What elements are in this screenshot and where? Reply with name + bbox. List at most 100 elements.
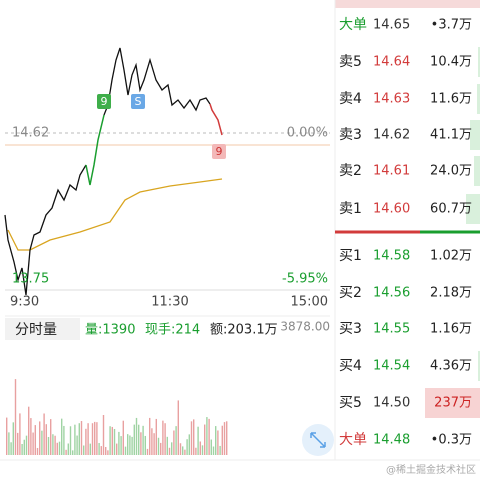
depth-bar [466, 194, 480, 224]
volume-bar [146, 448, 149, 455]
row-label: 卖4 [339, 91, 362, 107]
depth-bar [425, 388, 480, 418]
volume-bar [157, 437, 160, 455]
volume-bar [164, 423, 166, 455]
volume-bar [34, 425, 36, 455]
volume-bar [50, 419, 52, 455]
row-price: 14.54 [373, 359, 410, 374]
row-volume: 4.36万 [430, 359, 472, 374]
row-price: 14.65 [373, 18, 410, 33]
marker: S [135, 95, 142, 108]
volume-bar [36, 447, 39, 455]
volume-bar [98, 442, 100, 455]
volume-bar [54, 435, 56, 455]
row-label: 买1 [339, 248, 362, 264]
volume-bar [177, 400, 179, 455]
volume-bar [171, 442, 173, 455]
volume-bar [151, 428, 153, 455]
volume-bars [6, 379, 228, 455]
volume-bar [63, 425, 65, 455]
volume-tab-bg [5, 318, 80, 340]
volume-bar [39, 421, 41, 455]
row-volume: 11.6万 [430, 92, 472, 107]
row-price: 14.50 [373, 396, 410, 411]
volume-bar [67, 443, 69, 455]
price-line [103, 47, 211, 116]
volume-bar [45, 424, 47, 455]
volume-bar [142, 425, 144, 455]
marker: 9 [216, 145, 223, 158]
header-strip [335, 0, 480, 8]
volume-tab[interactable]: 分时量 [15, 322, 57, 338]
row-label: 卖2 [339, 163, 362, 179]
volume-bar [78, 423, 80, 455]
volume-bar [226, 421, 228, 455]
row-label: 大单 [339, 432, 367, 448]
row-label: 买3 [339, 321, 362, 337]
volume-bar [144, 435, 146, 455]
volume-bar [182, 446, 184, 455]
volume-bar [91, 423, 94, 455]
volume-bar [208, 418, 210, 455]
volume-bar [197, 426, 199, 455]
volume-bar [113, 428, 116, 455]
volume-bar [69, 426, 72, 455]
volume-bar [133, 424, 135, 455]
row-price: 14.64 [373, 55, 410, 70]
row-label: 买2 [339, 285, 362, 301]
volume-bar [109, 426, 111, 455]
volume-bar [223, 422, 226, 455]
low-price: 13.75 [12, 272, 49, 287]
volume-bar [116, 443, 118, 455]
avg-line [7, 178, 223, 251]
volume-bar [124, 446, 127, 455]
volume-bar [19, 413, 21, 455]
ref-change: 0.00% [287, 126, 328, 141]
volume-bar [135, 417, 138, 455]
row-price: 14.56 [373, 286, 410, 301]
amount-stat: 额:203.1万 [210, 323, 278, 338]
volume-bar [28, 406, 30, 455]
volume-bar [217, 430, 219, 455]
volume-bar [210, 439, 212, 455]
row-label: 卖5 [339, 54, 362, 70]
volume-bar [184, 449, 186, 455]
volume-bar [17, 432, 19, 455]
volume-bar [100, 446, 102, 455]
volume-bar [85, 428, 87, 455]
marker-bg [131, 94, 145, 109]
time-label: 15:00 [291, 295, 328, 310]
volume-bar [131, 436, 133, 455]
volume-bar [21, 443, 23, 455]
row-label: 卖1 [339, 201, 362, 217]
volume-bar [47, 436, 50, 455]
volume-bar [80, 421, 83, 455]
volume-bar [76, 435, 78, 455]
ref-price: 14.62 [12, 126, 49, 141]
volume-bar [32, 432, 34, 455]
volume-bar [30, 418, 32, 455]
row-label: 买5 [339, 395, 362, 411]
volume-bar [8, 432, 10, 455]
volume-bar [179, 443, 182, 455]
volume-bar [212, 446, 215, 455]
volume-bar [89, 443, 91, 455]
volume-bar [74, 424, 76, 455]
volume-bar [138, 424, 140, 455]
volume-bar [6, 417, 8, 455]
volume-bar [166, 436, 168, 455]
volume-bar [58, 441, 61, 455]
volume-bar [118, 431, 120, 455]
volume-bar [201, 445, 204, 455]
volume-bar [140, 432, 142, 455]
price-line-up [85, 114, 105, 186]
volume-bar [105, 447, 107, 455]
volume-bar [56, 442, 58, 455]
row-volume: 2.18万 [430, 286, 472, 301]
volume-bar [195, 447, 197, 455]
volume-bar [120, 436, 122, 455]
row-volume: 1.16万 [430, 322, 472, 337]
volume-bar [107, 450, 109, 455]
row-price: 14.58 [373, 249, 410, 264]
volume-bar [25, 435, 28, 455]
